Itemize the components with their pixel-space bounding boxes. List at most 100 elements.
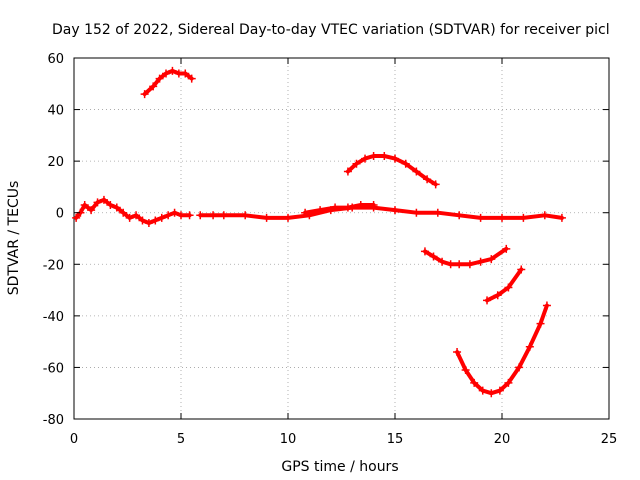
data-point — [557, 213, 566, 222]
data-point — [132, 211, 141, 220]
y-tick-label: 0 — [56, 207, 64, 222]
data-point — [504, 283, 513, 292]
data-point — [151, 216, 160, 225]
data-point — [504, 378, 513, 387]
data-point — [262, 213, 271, 222]
data-point — [391, 154, 399, 163]
data-point — [185, 211, 194, 220]
data-point — [119, 208, 128, 217]
data-point — [483, 296, 492, 305]
data-point — [241, 211, 250, 220]
data-point — [162, 69, 171, 78]
data-point — [542, 301, 551, 310]
data-point — [412, 167, 421, 176]
chart-title: Day 152 of 2022, Sidereal Day-to-day VTE… — [52, 22, 610, 38]
data-point — [149, 82, 158, 91]
data-point — [536, 319, 545, 328]
data-point — [502, 244, 511, 253]
data-point — [369, 151, 378, 160]
data-point — [187, 74, 196, 83]
series-line — [485, 267, 524, 303]
data-point — [420, 247, 429, 256]
data-point — [487, 255, 496, 264]
x-tick-label: 20 — [494, 432, 511, 447]
data-point — [343, 203, 352, 212]
data-point — [168, 66, 177, 75]
data-point — [80, 200, 89, 209]
x-tick-label: 15 — [387, 432, 404, 447]
plot-frame — [73, 57, 610, 420]
x-tick-label: 5 — [177, 432, 185, 447]
data-point — [138, 216, 147, 225]
data-point — [93, 198, 102, 207]
grid — [74, 58, 609, 419]
data-point — [446, 260, 455, 269]
series-arc-4 — [301, 200, 378, 217]
data-point — [380, 151, 389, 160]
y-tick-label: -60 — [43, 361, 64, 376]
data-point — [429, 252, 438, 261]
data-point — [487, 389, 496, 398]
y-tick-label: 60 — [47, 52, 64, 67]
data-point — [453, 347, 462, 356]
x-axis-label: GPS time / hours — [281, 459, 398, 475]
data-point — [540, 211, 549, 220]
data-point — [125, 213, 134, 222]
data-point — [99, 195, 108, 204]
data-point — [423, 175, 432, 184]
y-tick-label: 20 — [47, 155, 64, 170]
data-point — [170, 208, 179, 217]
data-point — [284, 213, 292, 222]
y-tick-label: -40 — [43, 310, 64, 325]
y-tick-label: -80 — [43, 413, 64, 428]
data-point — [515, 363, 524, 372]
data-point — [361, 154, 370, 163]
data-point — [461, 366, 470, 375]
y-axis-label: SDTVAR / TECUs — [6, 181, 22, 296]
data-point — [209, 211, 218, 220]
data-point — [140, 90, 149, 99]
data-point — [498, 213, 506, 222]
series-arc-6 — [420, 244, 511, 269]
data-point — [476, 213, 485, 222]
data-point — [331, 203, 340, 212]
data-point — [470, 378, 479, 387]
data-point — [493, 291, 502, 300]
data-series — [72, 66, 566, 398]
x-tick-label: 10 — [280, 432, 297, 447]
y-tick-label: 40 — [47, 104, 64, 119]
data-point — [157, 213, 166, 222]
y-tick-label: -20 — [43, 258, 64, 273]
data-point — [525, 342, 534, 351]
data-point — [455, 211, 464, 220]
y-axis-ticks: -80 -60 -40 -20 0 20 40 60 — [43, 52, 609, 428]
data-point — [438, 257, 447, 266]
data-point — [431, 180, 440, 189]
series-line — [74, 197, 192, 225]
data-point — [72, 213, 81, 222]
data-point — [391, 206, 399, 215]
data-point — [412, 208, 421, 217]
data-point — [112, 203, 121, 212]
series-arc-8 — [453, 301, 551, 398]
data-point — [164, 211, 173, 220]
x-axis-ticks: 0 5 10 15 20 25 — [70, 58, 617, 447]
data-point — [455, 260, 464, 269]
x-tick-label: 0 — [70, 432, 78, 447]
data-point — [106, 200, 115, 209]
data-point — [301, 208, 310, 217]
data-point — [219, 211, 228, 220]
data-point — [181, 69, 190, 78]
data-point — [478, 386, 487, 395]
data-point — [177, 211, 185, 220]
data-point — [196, 211, 205, 220]
series-arc-7 — [483, 265, 526, 305]
series-arc-1 — [140, 66, 196, 99]
x-tick-label: 25 — [601, 432, 618, 447]
series-line — [345, 154, 438, 187]
data-point — [87, 206, 96, 215]
data-point — [369, 200, 378, 209]
data-point — [352, 159, 361, 168]
data-point — [519, 213, 528, 222]
